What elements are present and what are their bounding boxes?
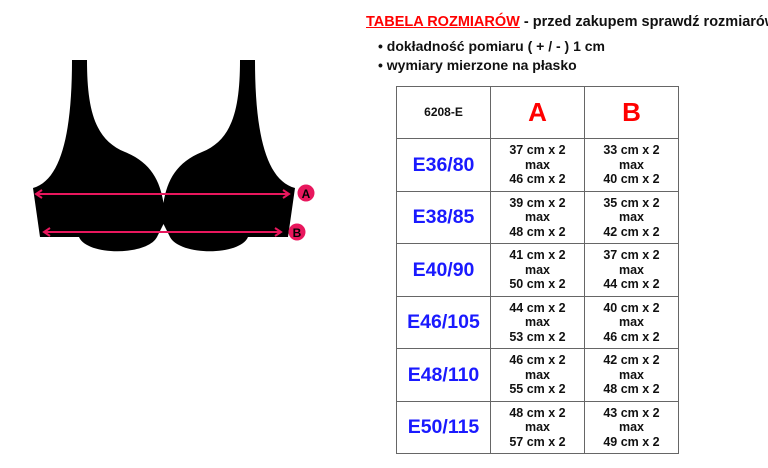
label-b: B [293, 226, 302, 240]
table-row: E48/110 46 cm x 2 max 55 cm x 2 42 cm x 2 max… [396, 348, 679, 402]
measure-a-line: 46 cm x 2 [509, 353, 566, 367]
measure-b-line: 40 cm x 2 [603, 172, 660, 186]
bra-silhouette [33, 60, 295, 252]
label-b-badge [288, 223, 306, 241]
note-accuracy: dokładność pomiaru ( + / - ) 1 cm [378, 38, 605, 54]
size-label: E36/80 [396, 138, 491, 192]
table-row: E46/105 44 cm x 2 max 53 cm x 2 40 cm x 2 max… [396, 295, 679, 349]
measure-b-line: 49 cm x 2 [603, 434, 660, 449]
measure-a-line: 48 cm x 2 [509, 405, 566, 420]
size-label: E40/90 [396, 243, 491, 297]
measure-a-line: 57 cm x 2 [509, 434, 566, 449]
measure-a-line: 48 cm x 2 [509, 224, 566, 239]
measure-a-line: max [524, 210, 551, 224]
measure-b-line: 40 cm x 2 [603, 300, 660, 315]
measure-a-line: 55 cm x 2 [509, 382, 566, 396]
measure-a-line: 44 cm x 2 [509, 300, 566, 315]
header: TABELA ROZMIARÓW - przed zakupem sprawdź… [366, 14, 768, 30]
measure-b-line: 42 cm x 2 [603, 353, 660, 367]
measure-b-line: max [618, 315, 645, 329]
column-b: B [584, 86, 679, 139]
measure-b-line: 35 cm x 2 [603, 195, 660, 210]
measure-b: 37 cm x 2 max 44 cm x 2 [584, 243, 679, 297]
measure-b-line: 33 cm x 2 [603, 143, 660, 157]
measure-b-line: max [618, 157, 645, 172]
measure-a: 46 cm x 2 max 55 cm x 2 [490, 348, 585, 402]
measure-a-line: 53 cm x 2 [509, 329, 566, 344]
measure-b: 43 cm x 2 max 49 cm x 2 [584, 400, 679, 454]
header-title: TABELA ROZMIARÓW [366, 14, 520, 30]
label-a-badge [297, 184, 315, 202]
measure-b-line: 48 cm x 2 [603, 382, 660, 396]
note-flat: wymiary mierzone na płasko [378, 57, 577, 73]
measure-b-line: 44 cm x 2 [603, 277, 660, 291]
measure-a-line: 39 cm x 2 [509, 195, 566, 210]
measure-a-line: max [524, 420, 551, 434]
measure-a-line: max [524, 367, 551, 382]
table-row: E38/85 39 cm x 2 max 48 cm x 2 35 cm x 2 max 4… [396, 190, 679, 244]
measure-a-line: max [524, 262, 551, 277]
model-code: 6208-E [396, 86, 491, 139]
measure-b-line: max [618, 420, 645, 434]
label-a: A [302, 187, 311, 201]
measure-a-line: max [524, 157, 551, 172]
measure-a: 37 cm x 2 max 46 cm x 2 [490, 138, 585, 192]
bra-measurement-diagram: A B [33, 60, 315, 252]
measure-b: 33 cm x 2 max 40 cm x 2 [584, 138, 679, 192]
measure-b-line: max [618, 367, 645, 382]
measure-a: 48 cm x 2 max 57 cm x 2 [490, 400, 585, 454]
measure-a-line: 37 cm x 2 [509, 143, 566, 157]
measure-a-line: 46 cm x 2 [509, 172, 566, 186]
size-table: 6208-E A B E36/80 37 cm x 2 max 46 cm x 2 33… [396, 86, 679, 454]
measure-b: 35 cm x 2 max 42 cm x 2 [584, 190, 679, 244]
size-label: E38/85 [396, 190, 491, 244]
measure-b-line: 43 cm x 2 [603, 405, 660, 420]
measure-a-line: 41 cm x 2 [509, 248, 566, 262]
measure-b-line: 46 cm x 2 [603, 329, 660, 344]
header-subtitle: - przed zakupem sprawdź rozmiarówkę! [523, 14, 768, 30]
table-header-row: 6208-E A B [396, 86, 679, 139]
measure-b-line: 42 cm x 2 [603, 224, 660, 239]
measure-b: 42 cm x 2 max 48 cm x 2 [584, 348, 679, 402]
measure-a-line: max [524, 315, 551, 329]
size-label: E48/110 [396, 348, 491, 402]
column-a: A [490, 86, 585, 139]
measure-arrow-a [34, 189, 291, 199]
measure-a: 39 cm x 2 max 48 cm x 2 [490, 190, 585, 244]
size-label: E46/105 [396, 295, 491, 349]
table-row: E40/90 41 cm x 2 max 50 cm x 2 37 cm x 2 max 4… [396, 243, 679, 297]
measure-arrow-b [42, 227, 283, 237]
size-label: E50/115 [396, 400, 491, 454]
measure-a: 41 cm x 2 max 50 cm x 2 [490, 243, 585, 297]
measure-b-line: max [618, 210, 645, 224]
measure-b: 40 cm x 2 max 46 cm x 2 [584, 295, 679, 349]
table-row: E50/115 48 cm x 2 max 57 cm x 2 43 cm x 2 max… [396, 400, 679, 454]
measure-b-line: max [618, 262, 645, 277]
measure-a: 44 cm x 2 max 53 cm x 2 [490, 295, 585, 349]
measure-a-line: 50 cm x 2 [509, 277, 566, 291]
measure-b-line: 37 cm x 2 [603, 248, 660, 262]
table-row: E36/80 37 cm x 2 max 46 cm x 2 33 cm x 2 max 4… [396, 138, 679, 192]
